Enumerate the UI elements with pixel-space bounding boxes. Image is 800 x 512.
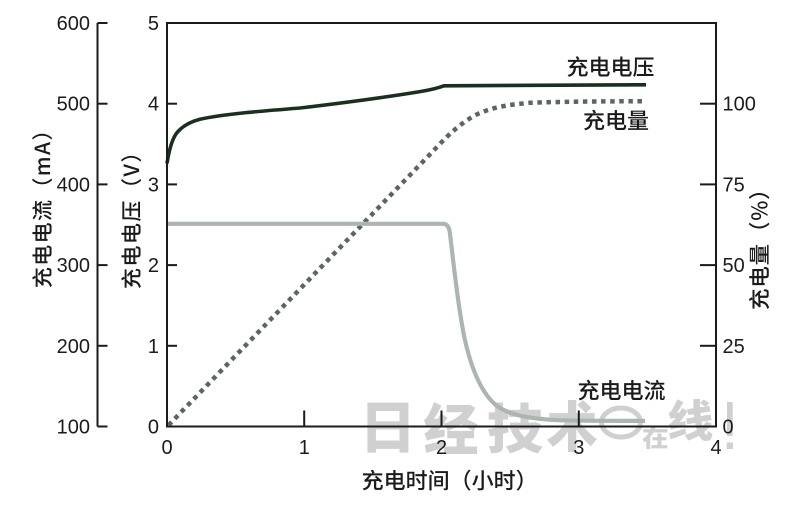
svg-text:25: 25 xyxy=(723,336,745,358)
svg-text:4: 4 xyxy=(148,94,159,116)
svg-text:2: 2 xyxy=(148,255,159,277)
svg-text:500: 500 xyxy=(57,94,90,116)
svg-text:75: 75 xyxy=(723,174,745,196)
svg-text:4: 4 xyxy=(710,437,721,459)
svg-text:5: 5 xyxy=(148,13,159,35)
svg-text:0: 0 xyxy=(723,417,734,439)
svg-text:100: 100 xyxy=(57,417,90,439)
svg-text:50: 50 xyxy=(723,255,745,277)
svg-text:600: 600 xyxy=(57,13,90,35)
svg-text:2: 2 xyxy=(436,437,447,459)
svg-text:400: 400 xyxy=(57,174,90,196)
svg-text:300: 300 xyxy=(57,255,90,277)
svg-text:3: 3 xyxy=(148,174,159,196)
svg-text:200: 200 xyxy=(57,336,90,358)
svg-text:100: 100 xyxy=(723,94,756,116)
svg-text:1: 1 xyxy=(148,336,159,358)
svg-text:0: 0 xyxy=(161,437,172,459)
svg-text:1: 1 xyxy=(299,437,310,459)
svg-text:0: 0 xyxy=(148,417,159,439)
svg-text:3: 3 xyxy=(573,437,584,459)
